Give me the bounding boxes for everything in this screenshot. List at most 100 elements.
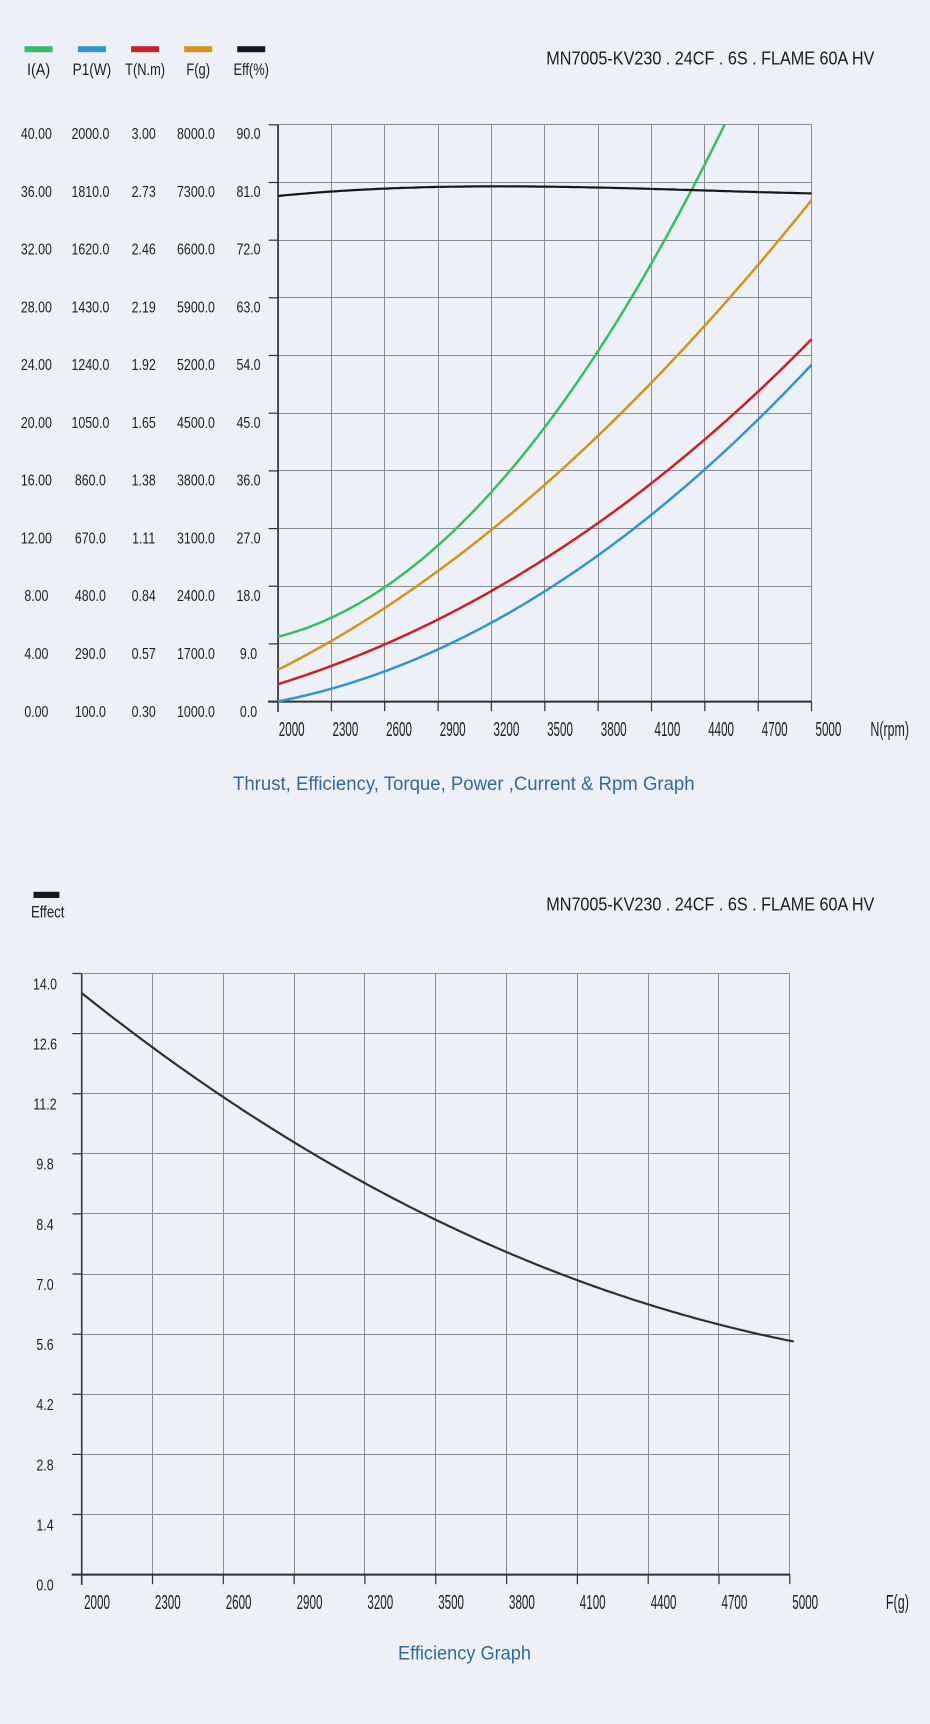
svg-text:2.8: 2.8 <box>36 1457 53 1474</box>
svg-text:2300: 2300 <box>333 719 359 741</box>
svg-text:I(A): I(A) <box>27 60 50 79</box>
svg-text:7300.0: 7300.0 <box>177 184 215 201</box>
svg-text:63.0: 63.0 <box>236 299 260 316</box>
svg-text:4.2: 4.2 <box>36 1397 53 1414</box>
svg-text:860.0: 860.0 <box>75 473 106 490</box>
svg-text:N(rpm): N(rpm) <box>870 719 909 741</box>
svg-text:1.65: 1.65 <box>132 415 156 432</box>
svg-text:40.00: 40.00 <box>21 126 52 143</box>
svg-text:T(N.m): T(N.m) <box>125 60 165 79</box>
svg-text:2400.0: 2400.0 <box>177 588 215 605</box>
svg-text:2900: 2900 <box>440 719 466 741</box>
svg-text:3200: 3200 <box>494 719 520 741</box>
svg-text:2.19: 2.19 <box>132 299 156 316</box>
svg-text:4100: 4100 <box>655 719 681 741</box>
svg-text:14.0: 14.0 <box>33 976 57 993</box>
svg-text:Thrust, Efficiency, Torque, Po: Thrust, Efficiency, Torque, Power ,Curre… <box>233 773 695 795</box>
svg-text:4100: 4100 <box>580 1592 606 1614</box>
svg-text:3500: 3500 <box>547 719 573 741</box>
svg-text:P1(W): P1(W) <box>73 60 112 79</box>
svg-text:0.0: 0.0 <box>36 1578 53 1595</box>
svg-text:2600: 2600 <box>386 719 412 741</box>
svg-text:3.00: 3.00 <box>132 126 156 143</box>
svg-text:2.46: 2.46 <box>132 242 156 259</box>
svg-text:F(g): F(g) <box>186 60 210 79</box>
svg-text:1000.0: 1000.0 <box>177 704 215 721</box>
svg-text:5000: 5000 <box>792 1592 818 1614</box>
svg-text:1.11: 1.11 <box>132 531 155 548</box>
svg-text:1810.0: 1810.0 <box>71 184 109 201</box>
svg-text:Effect: Effect <box>31 903 65 922</box>
svg-text:6600.0: 6600.0 <box>177 242 215 259</box>
svg-text:9.0: 9.0 <box>240 646 257 663</box>
svg-text:16.00: 16.00 <box>21 473 52 490</box>
svg-text:MN7005-KV230 . 24CF . 6S . FLA: MN7005-KV230 . 24CF . 6S . FLAME 60A HV <box>546 48 874 68</box>
svg-text:3800.0: 3800.0 <box>177 473 215 490</box>
svg-text:90.0: 90.0 <box>236 126 260 143</box>
svg-text:36.00: 36.00 <box>21 184 52 201</box>
svg-text:5900.0: 5900.0 <box>177 299 215 316</box>
svg-text:1240.0: 1240.0 <box>71 357 109 374</box>
svg-text:1.38: 1.38 <box>132 473 156 490</box>
svg-text:72.0: 72.0 <box>236 242 260 259</box>
svg-text:2600: 2600 <box>226 1592 252 1614</box>
svg-text:20.00: 20.00 <box>21 415 52 432</box>
svg-text:8000.0: 8000.0 <box>177 126 215 143</box>
svg-text:12.6: 12.6 <box>33 1037 57 1054</box>
svg-text:12.00: 12.00 <box>21 531 52 548</box>
svg-text:0.0: 0.0 <box>240 704 257 721</box>
svg-text:1050.0: 1050.0 <box>71 415 109 432</box>
svg-text:2000.0: 2000.0 <box>71 126 109 143</box>
svg-text:Efficiency Graph: Efficiency Graph <box>398 1643 531 1665</box>
svg-text:100.0: 100.0 <box>75 704 106 721</box>
svg-text:1700.0: 1700.0 <box>177 646 215 663</box>
svg-text:Eff(%): Eff(%) <box>233 60 269 79</box>
svg-text:2300: 2300 <box>155 1592 181 1614</box>
svg-text:2000: 2000 <box>84 1592 110 1614</box>
svg-text:8.00: 8.00 <box>24 588 48 605</box>
svg-text:18.0: 18.0 <box>236 588 260 605</box>
svg-text:11.2: 11.2 <box>33 1097 56 1114</box>
svg-text:1620.0: 1620.0 <box>71 242 109 259</box>
svg-text:5200.0: 5200.0 <box>177 357 215 374</box>
svg-text:3200: 3200 <box>367 1592 393 1614</box>
svg-text:81.0: 81.0 <box>236 184 260 201</box>
svg-text:9.8: 9.8 <box>36 1157 53 1174</box>
svg-text:4.00: 4.00 <box>24 646 48 663</box>
svg-text:3800: 3800 <box>601 719 627 741</box>
svg-text:2000: 2000 <box>279 719 305 741</box>
svg-text:7.0: 7.0 <box>36 1277 53 1294</box>
svg-text:27.0: 27.0 <box>236 531 260 548</box>
svg-text:5.6: 5.6 <box>36 1337 53 1354</box>
svg-text:4500.0: 4500.0 <box>177 415 215 432</box>
svg-text:2900: 2900 <box>297 1592 323 1614</box>
svg-text:1.4: 1.4 <box>36 1517 53 1534</box>
svg-text:0.57: 0.57 <box>132 646 156 663</box>
svg-text:45.0: 45.0 <box>236 415 260 432</box>
svg-text:480.0: 480.0 <box>75 588 106 605</box>
svg-text:32.00: 32.00 <box>21 242 52 259</box>
svg-text:5000: 5000 <box>816 719 842 741</box>
svg-text:3500: 3500 <box>438 1592 464 1614</box>
svg-text:2.73: 2.73 <box>132 184 156 201</box>
svg-text:1.92: 1.92 <box>132 357 156 374</box>
svg-text:24.00: 24.00 <box>21 357 52 374</box>
svg-text:0.30: 0.30 <box>132 704 156 721</box>
svg-text:0.84: 0.84 <box>132 588 156 605</box>
svg-text:290.0: 290.0 <box>75 646 106 663</box>
svg-text:54.0: 54.0 <box>236 357 260 374</box>
svg-text:36.0: 36.0 <box>236 473 260 490</box>
svg-text:F(g): F(g) <box>886 1592 909 1614</box>
svg-text:28.00: 28.00 <box>21 299 52 316</box>
svg-text:3800: 3800 <box>509 1592 535 1614</box>
svg-text:8.4: 8.4 <box>36 1217 53 1234</box>
svg-text:670.0: 670.0 <box>75 531 106 548</box>
svg-text:4400: 4400 <box>651 1592 677 1614</box>
svg-text:3100.0: 3100.0 <box>177 531 215 548</box>
svg-text:MN7005-KV230 . 24CF . 6S . FLA: MN7005-KV230 . 24CF . 6S . FLAME 60A HV <box>546 895 874 915</box>
svg-text:4700: 4700 <box>722 1592 748 1614</box>
svg-text:4700: 4700 <box>762 719 788 741</box>
svg-text:0.00: 0.00 <box>24 704 48 721</box>
svg-text:1430.0: 1430.0 <box>71 299 109 316</box>
svg-text:4400: 4400 <box>708 719 734 741</box>
